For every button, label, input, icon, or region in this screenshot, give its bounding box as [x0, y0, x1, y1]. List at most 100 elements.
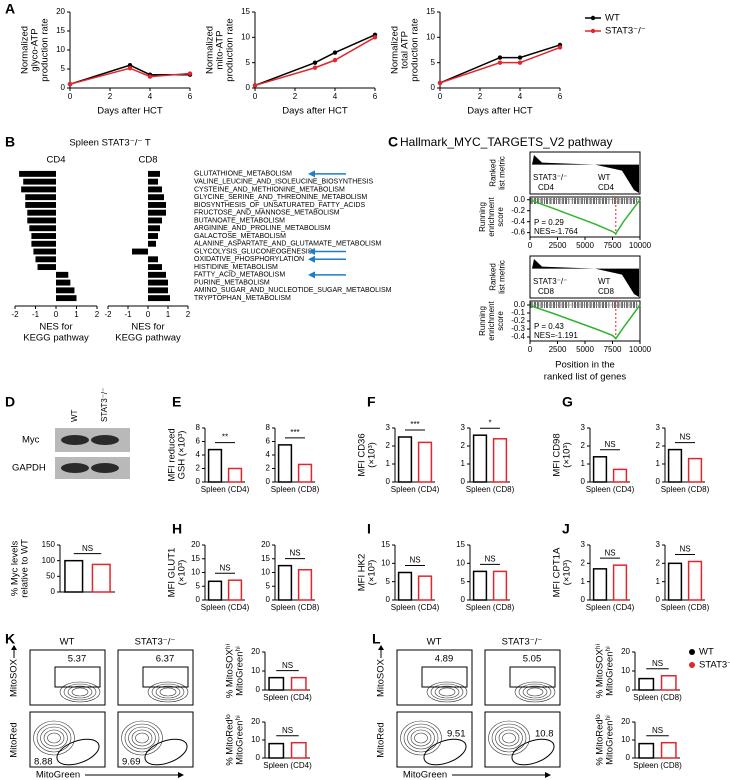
- y-tick-label: 0: [461, 595, 466, 604]
- pathway-label: FRUCTOSE_AND_MANNOSE_METABOLISM: [194, 210, 340, 217]
- x-axis-label: Spleen (CD4): [391, 485, 440, 494]
- y-tick-label: 3: [656, 540, 661, 549]
- significance-label: NS: [82, 544, 93, 553]
- point: [332, 50, 338, 55]
- x-axis-label: Spleen (CD4): [201, 485, 250, 494]
- x-axis-label: Days after HCT: [97, 106, 163, 117]
- bar: [31, 240, 56, 247]
- point: [312, 65, 318, 70]
- x-tick-label: -1: [32, 310, 40, 319]
- bar: [148, 178, 158, 185]
- p-value: P = 0.29: [534, 218, 564, 227]
- y-tick-label: 20: [251, 717, 260, 726]
- contour: [131, 729, 153, 747]
- y-tick-label: 0: [266, 595, 271, 604]
- panel-label: I: [367, 521, 371, 537]
- contour: [414, 732, 428, 744]
- panel-label: K: [5, 631, 15, 647]
- bar: [667, 448, 683, 483]
- y-axis-label: % MitoSOXʰⁱ: [595, 643, 606, 698]
- bar: [612, 564, 628, 601]
- significance-label: NS: [604, 440, 615, 449]
- y-tick-label: 10: [191, 568, 200, 577]
- contour: [147, 681, 189, 703]
- x-axis-label: Spleen (CD8): [661, 485, 710, 494]
- contour: [59, 681, 101, 703]
- contour: [124, 723, 160, 753]
- contour: [502, 732, 516, 744]
- y-tick-label: 6: [266, 437, 271, 446]
- gate-value: 6.37: [156, 654, 175, 665]
- y-tick-label: 2: [386, 441, 391, 450]
- x-axis-label: Spleen (CD8): [633, 761, 682, 770]
- bar: [148, 256, 158, 263]
- y-tick-label: 10: [241, 32, 250, 41]
- series-line: [254, 34, 376, 87]
- x-tick-label: 2: [186, 310, 191, 319]
- significance-label: NS: [282, 726, 293, 735]
- bar: [277, 444, 293, 483]
- column-header: WT: [427, 637, 442, 648]
- bar: [148, 279, 168, 286]
- pathway-label: GLYCOLYSIS_GLUCONEOGENESIS: [194, 248, 313, 255]
- x-tick-label: 2500: [549, 345, 567, 354]
- y-tick-label: 3: [656, 423, 661, 432]
- x-tick-label: 2: [478, 92, 483, 101]
- gate-value: 5.37: [68, 654, 87, 665]
- point: [497, 55, 503, 60]
- bar: [91, 563, 111, 593]
- gate: [421, 666, 468, 688]
- x-tick-label: 10000: [629, 345, 652, 354]
- x-tick-label: 7500: [604, 345, 622, 354]
- bar: [207, 448, 223, 483]
- y-tick-label: 20: [56, 7, 65, 16]
- series-line: [439, 46, 561, 84]
- y-tick-label: 15: [241, 7, 250, 16]
- group-label: CD4: [538, 183, 555, 192]
- point: [497, 60, 503, 65]
- y-axis-label: enrichment: [487, 196, 496, 236]
- bar: [148, 240, 156, 247]
- x-axis-label: Spleen (CD8): [661, 603, 710, 612]
- contour: [498, 729, 520, 747]
- y-axis-label: MFI CD98: [552, 433, 563, 476]
- y-tick-label: 20: [191, 540, 200, 549]
- gate-value: 4.89: [435, 654, 454, 665]
- x-axis-label: Spleen (CD8): [633, 693, 682, 702]
- y-axis-label: production rate: [410, 18, 421, 81]
- x-axis-label: Spleen (CD4): [263, 761, 312, 770]
- y-axis-label: score: [496, 311, 505, 331]
- y-tick-label: 150: [42, 540, 56, 549]
- y-tick-label: 5: [196, 581, 201, 590]
- arrow-head: [308, 271, 315, 279]
- pathway-label: ALANINE_ASPARTATE_AND_GLUTAMATE_METABOLI…: [194, 241, 382, 248]
- significance-label: NS: [679, 433, 690, 442]
- pathway-label: BUTANOATE_METABOLISM: [194, 217, 285, 224]
- y-tick-label: 15: [456, 540, 465, 549]
- x-tick-label: 0: [528, 241, 533, 250]
- contour: [151, 683, 185, 701]
- y-tick-label: 3: [461, 423, 466, 432]
- axis-label: MitoGreen: [403, 770, 447, 780]
- point: [437, 80, 443, 86]
- y-axis-label: enrichment: [487, 300, 496, 340]
- group-label: CD4: [598, 183, 615, 192]
- y-axis-label: (×10³): [562, 442, 573, 468]
- contour: [434, 685, 460, 699]
- x-axis-label: Spleen (CD4): [263, 693, 312, 702]
- panel-name: CD8: [138, 155, 157, 166]
- y-axis-label: Normalized: [205, 26, 216, 74]
- y-tick-label: 3: [581, 540, 586, 549]
- panel-label: A: [5, 1, 15, 17]
- y-axis-label: list metric: [498, 260, 507, 294]
- bar: [687, 560, 703, 601]
- contour: [430, 683, 464, 701]
- blot-band: [91, 435, 119, 445]
- x-axis-label: Days after HCT: [467, 106, 533, 117]
- panel-label: D: [5, 394, 15, 410]
- arrow-head: [308, 170, 315, 178]
- contour: [36, 723, 72, 753]
- y-axis-label: GSH (×10³): [177, 431, 188, 480]
- y-tick-label: 20: [621, 647, 630, 656]
- chart-title: Hallmark_MYC_TARGETS_V2 pathway: [400, 135, 613, 149]
